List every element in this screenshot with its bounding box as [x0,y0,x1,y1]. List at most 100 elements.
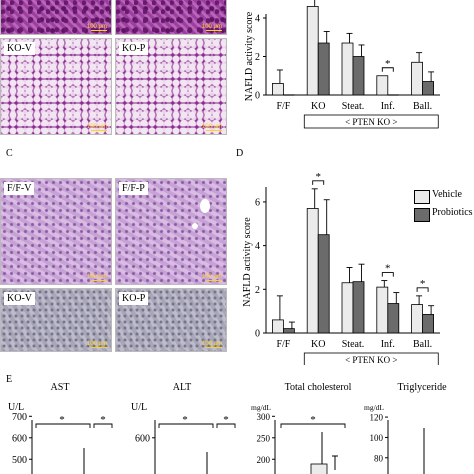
bar-probiotics [317,42,330,96]
panel-a-micrograph-1: 100 μm [0,0,112,35]
y-tick-label: 80 [374,453,384,463]
y-tick-label: 2 [255,52,260,63]
panel-a-micrograph-3: KO-V 100 μm [0,38,112,135]
significance-bracket [280,423,346,428]
y-tick-label: 500 [12,455,27,466]
bar-probiotics [352,281,365,334]
chart-title: Triglyceride [397,382,447,393]
bar-vehicle [310,463,328,474]
pten-ko-group-box [303,352,439,365]
vessel-lumen [192,223,198,229]
y-tick-label: 300 [257,412,271,422]
significance-bracket [381,272,394,277]
bar-vehicle [271,319,284,334]
panel-c-micrograph-4: KO-P 100 μm [115,288,227,352]
y-axis-label: NAFLD activity score [242,217,253,307]
y-tick-label: 700 [12,412,27,423]
unit-label: U/L [8,402,24,413]
y-tick-label: 0 [255,91,260,102]
significance-star: * [182,414,188,426]
y-tick-label: 200 [257,455,271,465]
pten-ko-group-label: < PTEN KO > [345,355,397,365]
chart-title: AST [51,382,70,393]
panel-c-micrograph-label: F/F-V [4,182,35,195]
x-tick-label: Inf. [381,339,395,350]
vessel-lumen [200,199,210,213]
legend-vehicle-label: Vehicle [432,189,462,200]
panel-a-micrograph-label: KO-V [4,42,35,55]
pten-ko-group-label: < PTEN KO > [345,117,397,127]
unit-label: U/L [131,402,147,413]
significance-bracket [416,287,429,292]
legend-vehicle-swatch [414,190,430,204]
bar-vehicle [341,282,354,334]
y-tick-label: 250 [257,433,271,443]
chart-title: Total cholesterol [285,382,352,393]
y-axis-label: NAFLD activity score [244,11,255,101]
bar-probiotics [387,303,400,334]
significance-star: * [223,414,229,426]
y-tick-label: 6 [255,197,260,208]
y-tick-label: 100 [370,433,384,443]
significance-bracket [312,180,325,185]
panel-c-micrograph-2: F/F-P 100 μm [115,178,227,285]
panel-c-micrograph-label: KO-P [119,292,149,305]
legend-probiotics-label: Probiotics [432,207,473,218]
y-tick-label: 2 [255,285,260,296]
x-tick-label: Steat. [342,101,365,112]
y-tick-label: 600 [12,433,27,444]
bar-probiotics [282,328,295,334]
panel-c-micrograph-label: KO-V [4,292,35,305]
x-tick-label: Inf. [381,101,395,112]
x-tick-label: KO [311,101,325,112]
scale-bar: 100 μm [201,274,222,280]
bar-vehicle [376,75,389,96]
significance-star: * [100,414,106,426]
significance-star: * [420,278,426,290]
y-tick-label: 600 [135,433,150,444]
x-tick-label: KO [311,339,325,350]
panel-e-letter: E [6,374,13,385]
scale-bar: 100 μm [201,341,222,347]
panel-a-micrograph-2: 100 μm [115,0,227,35]
chart-title: ALT [173,382,192,393]
y-tick-label: 4 [255,14,260,25]
panel-d-letter: D [236,148,244,159]
x-tick-label: Ball. [413,101,432,112]
bar-probiotics [317,234,330,334]
panel-c-letter: C [6,148,13,159]
x-tick-label: Steat. [342,339,365,350]
bar-vehicle [306,6,319,96]
y-tick-label: 120 [370,413,384,423]
significance-bracket [35,423,91,428]
bar-probiotics [422,81,435,96]
bar-probiotics [422,314,435,334]
bar-vehicle [271,83,284,96]
scale-bar: 100 μm [86,341,107,347]
scale-bar: 100 μm [201,24,222,30]
unit-label: mg/dL [364,403,384,412]
y-tick-label: 0 [255,329,260,340]
bar-vehicle [341,42,354,96]
x-tick-label: F/F [276,339,290,350]
bar-vehicle [411,61,424,96]
scale-bar: 100 μm [86,24,107,30]
significance-bracket [158,423,214,428]
pten-ko-group-box [303,114,439,129]
bar-vehicle [411,304,424,334]
x-tick-label: F/F [276,101,290,112]
significance-star: * [315,171,321,183]
significance-bracket [381,67,394,72]
panel-c-micrograph-3: KO-V 100 μm [0,288,112,352]
panel-c-micrograph-label: F/F-P [119,182,148,195]
significance-star: * [385,58,391,70]
scale-bar: 100 μm [86,274,107,280]
scale-bar: 100 μm [86,124,107,130]
unit-label: mg/dL [251,403,271,412]
significance-star: * [385,263,391,275]
panel-a-micrograph-label: KO-P [119,42,149,55]
bar-vehicle [376,286,389,334]
significance-star: * [310,414,316,426]
